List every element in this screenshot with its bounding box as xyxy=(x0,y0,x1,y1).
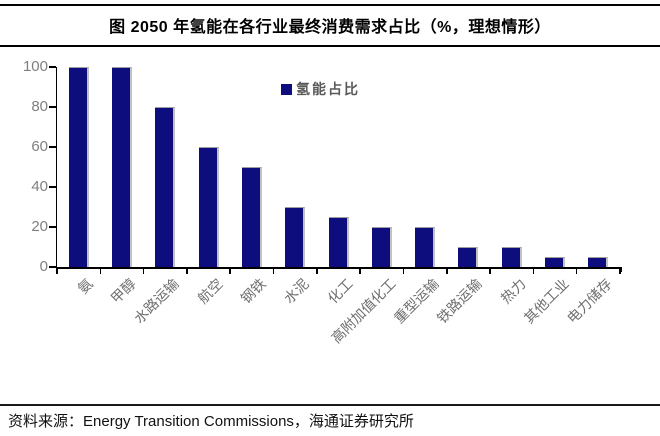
source-label: 资料来源： xyxy=(8,412,84,430)
y-tick-mark xyxy=(48,266,56,268)
bar-铁路运输 xyxy=(458,247,479,267)
y-tick-label: 100 xyxy=(22,58,48,75)
y-tick-label: 0 xyxy=(39,258,48,275)
x-tick-mark xyxy=(142,268,145,274)
x-tick-mark xyxy=(229,268,231,274)
y-tick-mark xyxy=(48,146,56,148)
x-category-label: 电力储存 xyxy=(564,276,616,328)
x-category-label: 重型运输 xyxy=(391,276,443,328)
x-category-label: 甲醇 xyxy=(108,276,140,308)
bar-化工 xyxy=(328,217,349,267)
x-tick-mark xyxy=(186,268,188,274)
x-category-label: 钢铁 xyxy=(238,276,270,308)
y-tick-label: 20 xyxy=(31,218,48,235)
x-category-label: 氨 xyxy=(74,276,97,298)
bar-氨 xyxy=(68,67,89,267)
x-tick-mark xyxy=(99,268,102,274)
y-tick-mark xyxy=(48,66,56,68)
x-category-label: 铁路运输 xyxy=(434,276,486,328)
bar-电力储存 xyxy=(588,257,609,267)
bar-高附加值化工 xyxy=(371,227,392,267)
x-tick-mark xyxy=(359,268,361,274)
chart-title: 图 2050 年氢能在各行业最终消费需求占比（%，理想情形） xyxy=(109,19,551,36)
bar-航空 xyxy=(198,147,219,267)
x-category-label: 水路运输 xyxy=(131,276,183,328)
y-tick-label: 40 xyxy=(31,178,48,195)
x-tick-mark xyxy=(402,268,405,274)
y-tick-mark xyxy=(48,186,56,188)
y-tick-mark xyxy=(48,226,56,228)
x-category-label: 化工 xyxy=(324,276,356,308)
y-tick-mark xyxy=(48,106,56,108)
bar-热力 xyxy=(501,247,522,267)
chart-legend: 氢能占比 xyxy=(281,79,360,99)
y-tick-label: 80 xyxy=(31,98,48,115)
x-tick-mark xyxy=(575,268,578,274)
source-note: 资料来源：Energy Transition Commissions，海通证券研… xyxy=(8,410,652,431)
x-category-label: 热力 xyxy=(498,276,530,308)
bar-重型运输 xyxy=(415,227,436,267)
source-text: Energy Transition Commissions，海通证券研究所 xyxy=(83,413,414,430)
x-tick-mark xyxy=(272,268,275,274)
x-axis-line xyxy=(55,267,622,269)
x-tick-mark xyxy=(532,268,535,274)
x-category-label: 其他工业 xyxy=(521,276,573,328)
footer-divider xyxy=(0,404,660,406)
bar-水泥 xyxy=(285,207,306,267)
x-tick-mark xyxy=(446,268,448,274)
bar-钢铁 xyxy=(241,167,262,267)
legend-swatch-icon xyxy=(281,83,292,95)
x-category-label: 航空 xyxy=(194,276,227,308)
x-tick-mark xyxy=(56,268,58,274)
bar-甲醇 xyxy=(111,67,132,267)
x-category-label: 水泥 xyxy=(281,276,313,308)
title-divider xyxy=(0,45,660,47)
top-divider xyxy=(0,4,660,6)
x-tick-mark xyxy=(489,268,491,274)
x-tick-mark xyxy=(619,268,621,274)
x-axis-end-tick xyxy=(620,267,622,272)
x-tick-mark xyxy=(316,268,318,274)
legend-label: 氢能占比 xyxy=(296,82,360,98)
y-tick-label: 60 xyxy=(31,138,48,155)
bar-水路运输 xyxy=(155,107,176,267)
bar-其他工业 xyxy=(545,257,566,267)
y-axis-line xyxy=(55,67,57,269)
